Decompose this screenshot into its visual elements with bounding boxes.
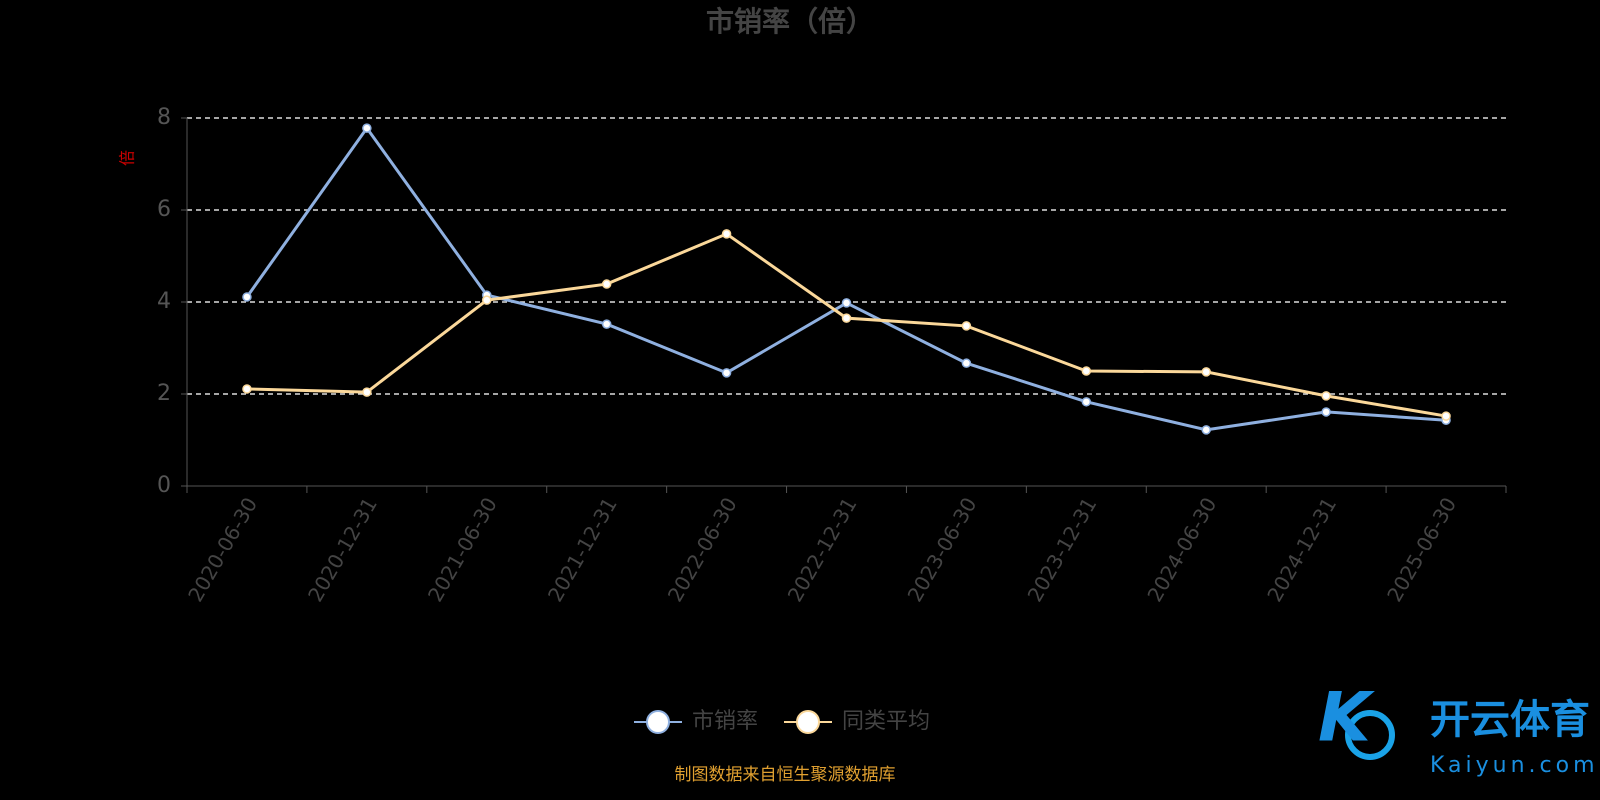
- point: [1081, 366, 1092, 376]
- x-tick-label: 2025-06-30: [1382, 493, 1461, 606]
- point: [721, 229, 732, 239]
- point: [482, 295, 492, 305]
- y-tick-label: 0: [157, 473, 171, 498]
- legend-marker: [646, 710, 670, 734]
- x-tick-label: 2022-12-31: [783, 493, 862, 606]
- point: [362, 123, 372, 133]
- point: [841, 313, 852, 323]
- point: [1081, 397, 1092, 407]
- legend-marker: [796, 710, 820, 734]
- x-tick-label: 2022-06-30: [663, 493, 742, 606]
- logo-ring: [1345, 710, 1395, 760]
- point: [242, 384, 252, 394]
- watermark-name: 开云体育: [1430, 697, 1590, 743]
- y-tick-label: 6: [157, 197, 171, 222]
- point: [1441, 411, 1451, 421]
- x-tick-label: 2020-06-30: [183, 493, 262, 606]
- logo-k: K: [1318, 679, 1375, 758]
- point: [362, 387, 372, 397]
- watermark: K 开云体育 Kaiyun.com: [1318, 679, 1599, 778]
- point: [1321, 407, 1331, 417]
- point: [961, 321, 972, 331]
- y-tick-label: 8: [157, 105, 171, 130]
- series-line: [246, 232, 1447, 418]
- x-tick-label: 2023-06-30: [903, 493, 982, 606]
- point: [242, 292, 252, 302]
- legend-label: 同类平均: [842, 709, 930, 734]
- y-axis-label: 倍: [118, 150, 137, 166]
- point: [601, 279, 612, 289]
- footer: 制图数据来自恒生聚源数据库: [675, 765, 896, 785]
- watermark-site: Kaiyun.com: [1430, 753, 1599, 778]
- point: [841, 298, 852, 308]
- x-tick-label: 2021-06-30: [423, 493, 502, 606]
- point: [601, 319, 612, 329]
- x-tick-label: 2023-12-31: [1023, 493, 1102, 606]
- point: [721, 368, 732, 378]
- x-tick-label: 2021-12-31: [543, 493, 622, 606]
- point: [1201, 425, 1211, 435]
- y-tick-label: 2: [157, 381, 171, 406]
- point: [1201, 367, 1211, 377]
- x-tick-label: 2024-12-31: [1262, 493, 1341, 606]
- point: [1321, 391, 1331, 401]
- x-tick-label: 2020-12-31: [303, 493, 382, 606]
- point: [961, 358, 972, 368]
- chart-title: 市销率（倍）: [706, 5, 874, 38]
- x-tick-label: 2024-06-30: [1142, 493, 1221, 606]
- y-tick-label: 4: [157, 289, 171, 314]
- legend-label: 市销率: [692, 709, 758, 734]
